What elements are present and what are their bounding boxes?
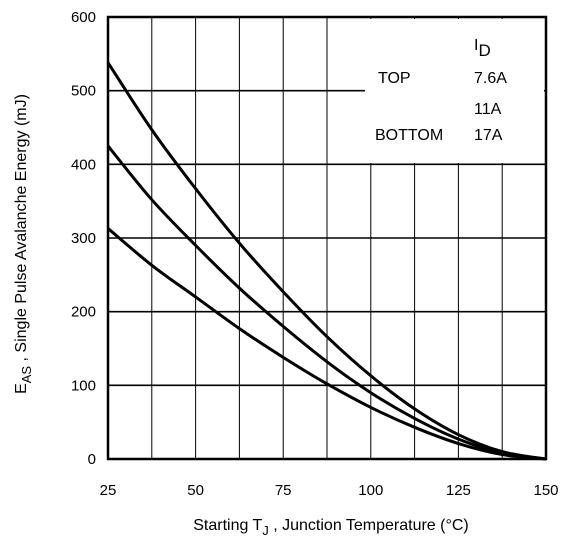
plot-frame bbox=[106, 15, 548, 461]
x-tick-label: 100 bbox=[358, 482, 383, 499]
y-tick-label: 400 bbox=[71, 156, 96, 173]
y-axis-label-subscript: AS bbox=[19, 366, 34, 384]
y-axis-label-main: E bbox=[13, 383, 30, 394]
legend-row-label: 7.6A bbox=[474, 70, 507, 87]
x-axis-label-main: Starting T bbox=[193, 517, 262, 534]
x-axis-label-rest: , Junction Temperature (°C) bbox=[269, 517, 469, 534]
legend-header: ID bbox=[474, 37, 491, 60]
legend: ID TOP 7.6A 11A BOTTOM 17A bbox=[375, 37, 507, 144]
legend-header-main: I bbox=[474, 37, 478, 54]
x-tick-label: 150 bbox=[533, 482, 558, 499]
series-lines bbox=[106, 61, 547, 461]
y-axis-label-rest: , Single Pulse Avalanche Energy (mJ) bbox=[13, 94, 30, 366]
y-tick-label: 500 bbox=[71, 83, 96, 100]
x-tick-label: 50 bbox=[187, 482, 204, 499]
series-line-1 bbox=[106, 61, 547, 461]
x-axis-label: Starting TJ , Junction Temperature (°C) bbox=[193, 517, 469, 538]
legend-row-tag: TOP bbox=[378, 70, 411, 87]
y-tick-label: 100 bbox=[71, 377, 96, 394]
y-tick-label: 200 bbox=[71, 304, 96, 321]
y-tick-label: 300 bbox=[71, 230, 96, 247]
series-line-2 bbox=[106, 144, 547, 461]
x-tick-labels: 25 50 75 100 125 150 bbox=[100, 482, 559, 499]
legend-header-subscript: D bbox=[478, 41, 490, 60]
y-tick-labels: 0 100 200 300 400 500 600 bbox=[71, 9, 96, 468]
x-axis-label-subscript: J bbox=[262, 523, 269, 538]
legend-row-label: 17A bbox=[474, 127, 503, 144]
legend-box bbox=[365, 19, 544, 163]
y-tick-label: 600 bbox=[71, 9, 96, 26]
y-tick-label: 0 bbox=[88, 451, 96, 468]
x-tick-label: 125 bbox=[446, 482, 471, 499]
series-line-3 bbox=[107, 227, 547, 461]
x-tick-label: 75 bbox=[275, 482, 292, 499]
legend-row-label: 11A bbox=[474, 101, 502, 118]
legend-row-tag: BOTTOM bbox=[375, 127, 443, 144]
y-axis-label: EAS , Single Pulse Avalanche Energy (mJ) bbox=[13, 94, 34, 394]
x-tick-label: 25 bbox=[100, 482, 117, 499]
